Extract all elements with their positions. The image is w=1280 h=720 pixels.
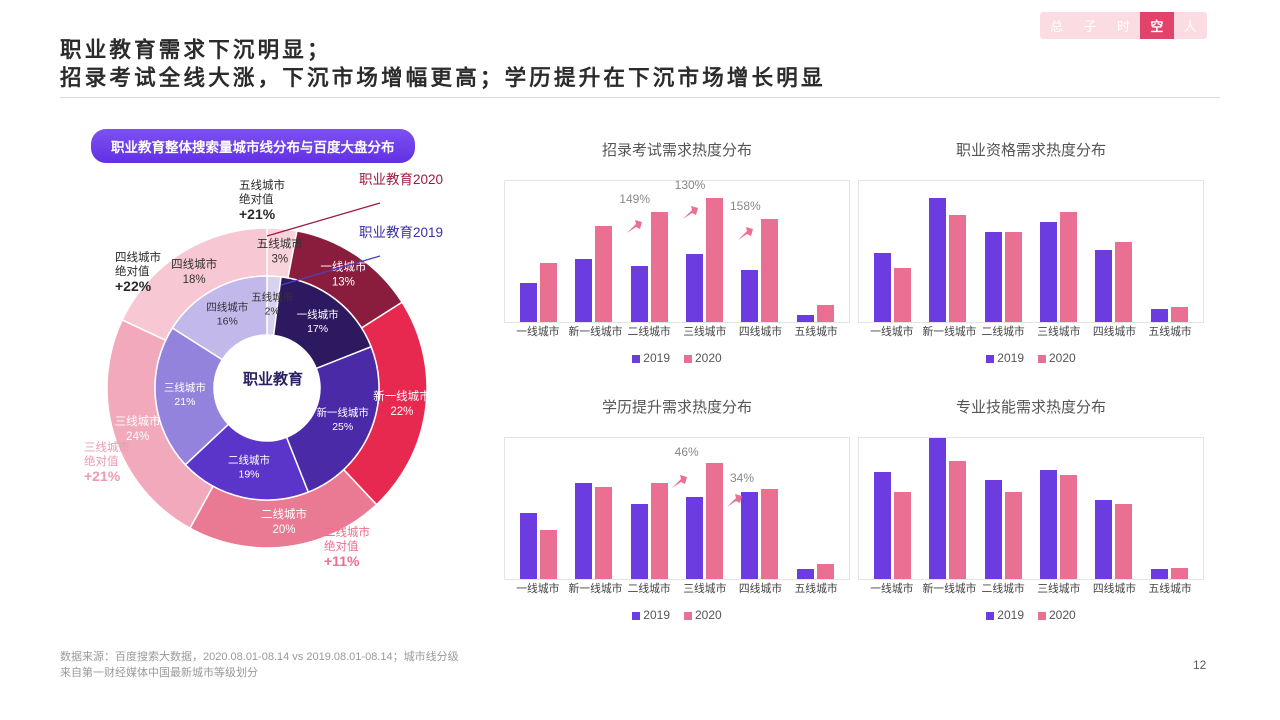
svg-text:一线城市: 一线城市 bbox=[320, 260, 366, 274]
svg-text:25%: 25% bbox=[332, 421, 353, 433]
svg-text:二线城市: 二线城市 bbox=[261, 507, 307, 521]
svg-text:2%: 2% bbox=[265, 306, 280, 318]
svg-text:13%: 13% bbox=[332, 277, 355, 289]
svg-text:20%: 20% bbox=[272, 524, 295, 536]
svg-text:新一线城市: 新一线城市 bbox=[373, 389, 431, 403]
svg-text:一线城市: 一线城市 bbox=[297, 308, 339, 321]
svg-text:17%: 17% bbox=[307, 323, 328, 335]
svg-text:21%: 21% bbox=[174, 396, 195, 408]
svg-text:3%: 3% bbox=[271, 254, 288, 266]
svg-text:五线城市: 五线城市 bbox=[257, 237, 303, 251]
svg-text:18%: 18% bbox=[183, 274, 206, 286]
svg-text:五线城市: 五线城市 bbox=[251, 291, 293, 304]
svg-text:22%: 22% bbox=[390, 406, 413, 418]
svg-text:19%: 19% bbox=[238, 469, 259, 481]
svg-text:三线城市: 三线城市 bbox=[115, 414, 161, 428]
svg-text:三线城市: 三线城市 bbox=[164, 381, 206, 394]
svg-text:四线城市: 四线城市 bbox=[206, 301, 248, 314]
svg-text:16%: 16% bbox=[217, 316, 238, 328]
svg-text:四线城市: 四线城市 bbox=[171, 257, 217, 271]
svg-text:二线城市: 二线城市 bbox=[228, 454, 270, 467]
svg-text:新一线城市: 新一线城市 bbox=[316, 406, 369, 419]
